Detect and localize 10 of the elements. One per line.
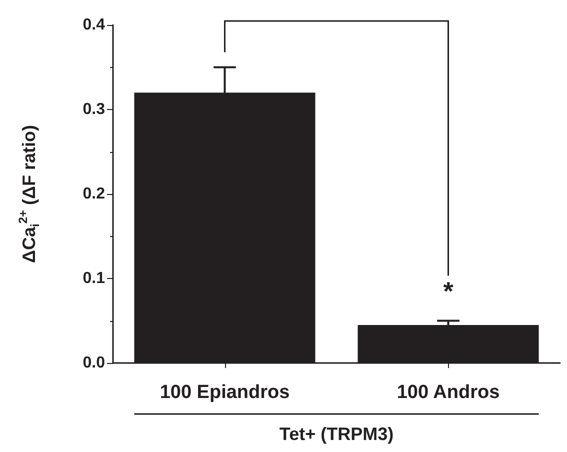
x-tick-label: 100 Andros: [396, 382, 500, 403]
annotation: *: [443, 276, 454, 306]
x-axis-title: Tet+ (TRPM3): [279, 424, 394, 444]
x-tick-label: 100 Epiandros: [160, 382, 290, 403]
y-tick-label: 0.2: [82, 186, 106, 202]
y-tick-label: 0.4: [82, 16, 106, 34]
y-tick-label: 0.1: [82, 270, 106, 287]
y-tick-label: 0.0: [82, 354, 106, 372]
y-tick-label: 0.3: [82, 101, 106, 118]
y-axis-title: ΔCai2+ (ΔF ratio): [16, 125, 42, 263]
